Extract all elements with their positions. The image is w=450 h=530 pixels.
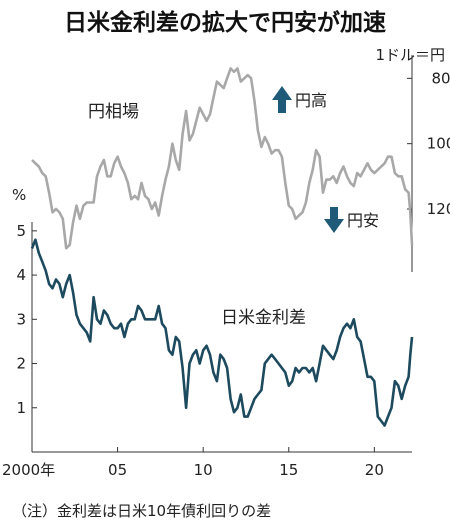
x-tick-label: 10 [194,461,213,479]
chart-title: 日米金利差の拡大で円安が加速 [64,9,386,36]
right-tick-label: 100 [427,135,450,153]
right-tick-label: 120 [427,200,450,218]
rate-spread-line [30,238,414,427]
left-tick-label: 1 [16,399,26,417]
series-lines [30,67,414,427]
x-tick-label: 20 [365,461,384,479]
yen-up-arrow-icon [272,86,292,113]
right-axis-unit: 1ドル＝円 [375,46,445,64]
left-tick-label: 5 [16,222,26,240]
left-axis-unit: % [12,186,26,204]
right-tick-label: 80 [431,69,450,87]
x-tick-label: 15 [279,461,298,479]
footnote: （注）金利差は日米10年債利回りの差 [12,502,271,520]
x-tick-label: 2000年 [2,461,55,479]
left-tick-label: 4 [16,266,26,284]
yen-series-label: 円相場 [88,102,139,122]
x-tick-label: 05 [108,461,127,479]
yen-up-label: 円高 [295,91,327,110]
tick-labels: 2000年 05 10 15 20 1 2 3 4 5 80 100 120 [2,69,450,479]
left-tick-label: 3 [16,310,26,328]
left-tick-label: 2 [16,355,26,373]
spread-series-label: 日米金利差 [221,308,306,328]
yen-down-label: 円安 [347,211,379,230]
yen-rate-line [31,67,414,250]
yen-down-arrow-icon [324,207,344,233]
